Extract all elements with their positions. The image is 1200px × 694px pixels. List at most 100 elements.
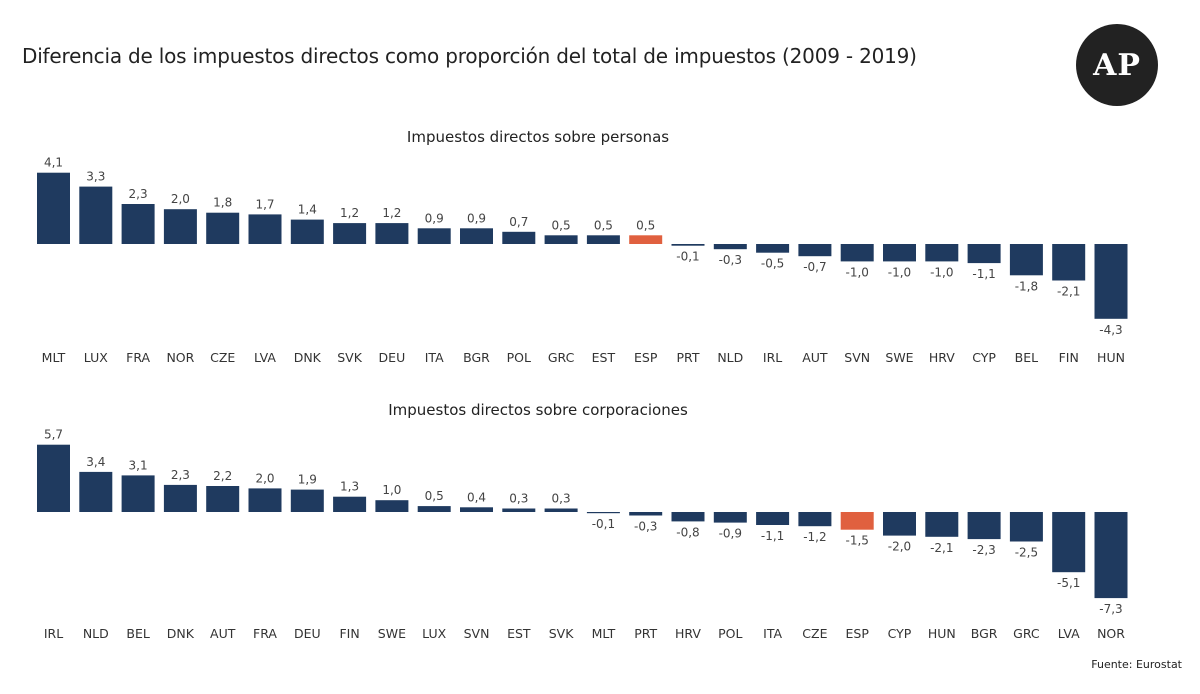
category-label: BEL <box>1015 350 1038 365</box>
bar-lva <box>1052 512 1086 573</box>
bar-ita <box>756 512 790 525</box>
category-label: AUT <box>802 350 828 365</box>
category-label: SVN <box>844 350 870 365</box>
value-label: -7,3 <box>1099 602 1122 616</box>
value-label: 0,7 <box>509 215 528 229</box>
bar-est <box>586 235 620 244</box>
value-label: 0,5 <box>636 218 655 232</box>
bar-cze <box>206 212 240 244</box>
bar-hun <box>925 512 959 537</box>
bar-hrv <box>925 244 959 262</box>
value-label: 0,5 <box>425 489 444 503</box>
category-label: BEL <box>126 626 149 641</box>
value-label: 2,3 <box>171 468 190 482</box>
category-label: LUX <box>422 626 446 641</box>
category-label: GRC <box>1013 626 1040 641</box>
category-label: LVA <box>254 350 276 365</box>
category-label: ITA <box>425 350 444 365</box>
value-label: -0,3 <box>634 520 657 534</box>
bar-hrv <box>671 512 705 522</box>
value-label: -1,0 <box>888 265 911 279</box>
value-label: -2,0 <box>888 540 911 554</box>
category-label: HRV <box>929 350 955 365</box>
bar-mlt <box>586 512 620 514</box>
value-label: 0,9 <box>425 211 444 225</box>
value-label: -1,5 <box>845 534 868 548</box>
bar-irl <box>37 444 70 512</box>
category-label: FRA <box>253 626 277 641</box>
category-label: HRV <box>675 626 701 641</box>
value-label: 0,4 <box>467 490 486 504</box>
category-label: DNK <box>167 626 195 641</box>
category-label: PRT <box>677 350 700 365</box>
category-label: ESP <box>634 350 658 365</box>
value-label: -0,7 <box>803 260 826 274</box>
category-label: LVA <box>1058 626 1080 641</box>
category-label: CZE <box>210 350 235 365</box>
value-label: -1,0 <box>930 265 953 279</box>
bar-pol <box>713 512 747 523</box>
category-label: HUN <box>928 626 956 641</box>
bar-nld <box>713 244 747 250</box>
category-label: BGR <box>463 350 490 365</box>
value-label: -4,3 <box>1099 323 1122 337</box>
category-label: MLT <box>42 350 66 365</box>
category-label: POL <box>507 350 531 365</box>
value-label: 1,2 <box>340 206 359 220</box>
bar-svk <box>333 223 367 244</box>
value-label: 2,0 <box>255 471 274 485</box>
category-label: LUX <box>84 350 108 365</box>
bar-fin <box>333 496 367 512</box>
category-label: EST <box>507 626 531 641</box>
bar-est <box>502 508 536 512</box>
category-label: SVK <box>549 626 574 641</box>
category-label: GRC <box>548 350 575 365</box>
value-label: 0,3 <box>552 492 571 506</box>
bar-nor <box>163 209 197 244</box>
bar-mlt <box>37 172 70 244</box>
bar-fra <box>121 204 155 244</box>
category-label: FIN <box>1059 350 1079 365</box>
category-label: NLD <box>717 350 743 365</box>
value-label: -0,1 <box>592 517 615 531</box>
bar-cyp <box>967 244 1001 264</box>
bar-dnk <box>163 484 197 512</box>
value-label: 5,7 <box>44 428 63 442</box>
bar-lux <box>417 506 451 512</box>
bar-esp <box>840 512 874 530</box>
bar-svk <box>544 508 578 512</box>
value-label: -1,2 <box>803 530 826 544</box>
chart-2-title: Impuestos directos sobre corporaciones <box>388 401 688 419</box>
ap-logo: AP <box>1076 24 1158 106</box>
bar-fra <box>248 488 282 512</box>
bar-cyp <box>883 512 916 536</box>
value-label: -0,9 <box>719 527 742 541</box>
bar-aut <box>798 244 832 257</box>
bar-prt <box>671 244 705 246</box>
chart-2-corporaciones: 5,7 IRL 3,4 NLD 3,1 BEL 2,3 DNK 2,2 AUT 2,0 FRA 1,9 D… <box>37 428 1128 641</box>
bar-swe <box>883 244 916 262</box>
bar-svn <box>460 507 493 512</box>
category-label: FIN <box>339 626 359 641</box>
category-label: ESP <box>846 626 870 641</box>
bar-prt <box>629 512 663 516</box>
bar-bgr <box>967 512 1001 540</box>
value-label: 1,7 <box>255 197 274 211</box>
category-label: CYP <box>888 626 912 641</box>
value-label: -2,5 <box>1015 546 1038 560</box>
category-label: FRA <box>126 350 150 365</box>
value-label: 2,0 <box>171 192 190 206</box>
chart-1-title: Impuestos directos sobre personas <box>407 128 669 146</box>
value-label: 1,8 <box>213 196 232 210</box>
category-label: DEU <box>294 626 321 641</box>
value-label: -1,8 <box>1015 279 1038 293</box>
value-label: 3,4 <box>86 455 105 469</box>
source-note: Fuente: Eurostat <box>1091 658 1182 671</box>
value-label: 1,3 <box>340 480 359 494</box>
value-label: -5,1 <box>1057 576 1080 590</box>
category-label: MLT <box>592 626 616 641</box>
value-label: 3,1 <box>129 458 148 472</box>
category-label: ITA <box>763 626 782 641</box>
bar-ita <box>417 228 451 244</box>
